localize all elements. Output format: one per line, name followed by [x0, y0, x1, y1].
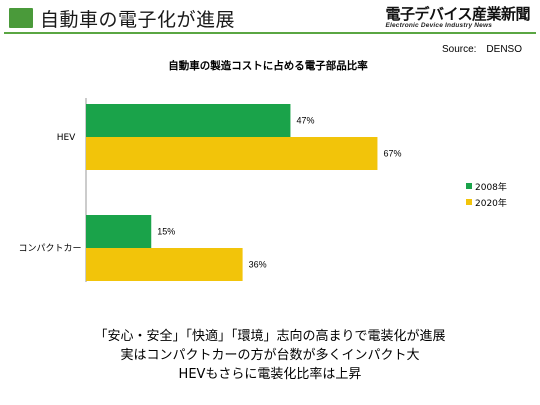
category-label-1: コンパクトカー	[18, 243, 81, 254]
category-ticks: HEV コンパクトカー	[18, 133, 81, 254]
data-label-2020年-コンパクトカー: 36%	[249, 260, 267, 270]
bar-2020年-HEV	[86, 137, 378, 170]
legend-label-2020: 2020年	[475, 198, 507, 209]
legend-swatch-2008	[466, 183, 472, 189]
source-note: Source: DENSO	[441, 44, 522, 55]
logo-sub-text: Electronic Device Industry News	[385, 22, 493, 29]
legend: 2008年 2020年	[466, 178, 507, 210]
slide-title: 自動車の電子化が進展	[40, 9, 236, 31]
bar-2020年-コンパクトカー	[86, 248, 243, 281]
data-label-2008年-コンパクトカー: 15%	[157, 227, 175, 237]
legend-item-2020: 2020年	[466, 194, 507, 210]
category-label-0: HEV	[57, 133, 76, 143]
bars: 47% 67% 15% 36%	[86, 104, 401, 281]
logo-main-text: 電子デバイス産業新聞	[385, 5, 530, 23]
title-rule	[4, 32, 536, 34]
caption-line-2: 実はコンパクトカーの方が台数が多くインパクト大	[120, 348, 420, 363]
legend-swatch-2020	[466, 199, 472, 205]
caption-line-1: 「安心・安全」「快適」「環境」志向の高まりで電装化が進展	[94, 329, 446, 344]
title-accent-block	[9, 8, 33, 28]
data-label-2008年-HEV: 47%	[296, 116, 314, 126]
caption-line-3: HEVもさらに電装化比率は上昇	[178, 367, 362, 382]
data-label-2020年-HEV: 67%	[383, 149, 401, 159]
bar-2008年-HEV	[86, 104, 291, 137]
summary-caption: 「安心・安全」「快適」「環境」志向の高まりで電装化が進展 実はコンパクトカーの方…	[0, 327, 540, 384]
bar-2008年-コンパクトカー	[86, 215, 152, 248]
legend-label-2008: 2008年	[475, 182, 507, 193]
publisher-logo: 電子デバイス産業新聞 Electronic Device Industry Ne…	[385, 3, 530, 29]
chart-title: 自動車の製造コストに占める電子部品比率	[168, 59, 368, 72]
legend-item-2008: 2008年	[466, 178, 507, 194]
